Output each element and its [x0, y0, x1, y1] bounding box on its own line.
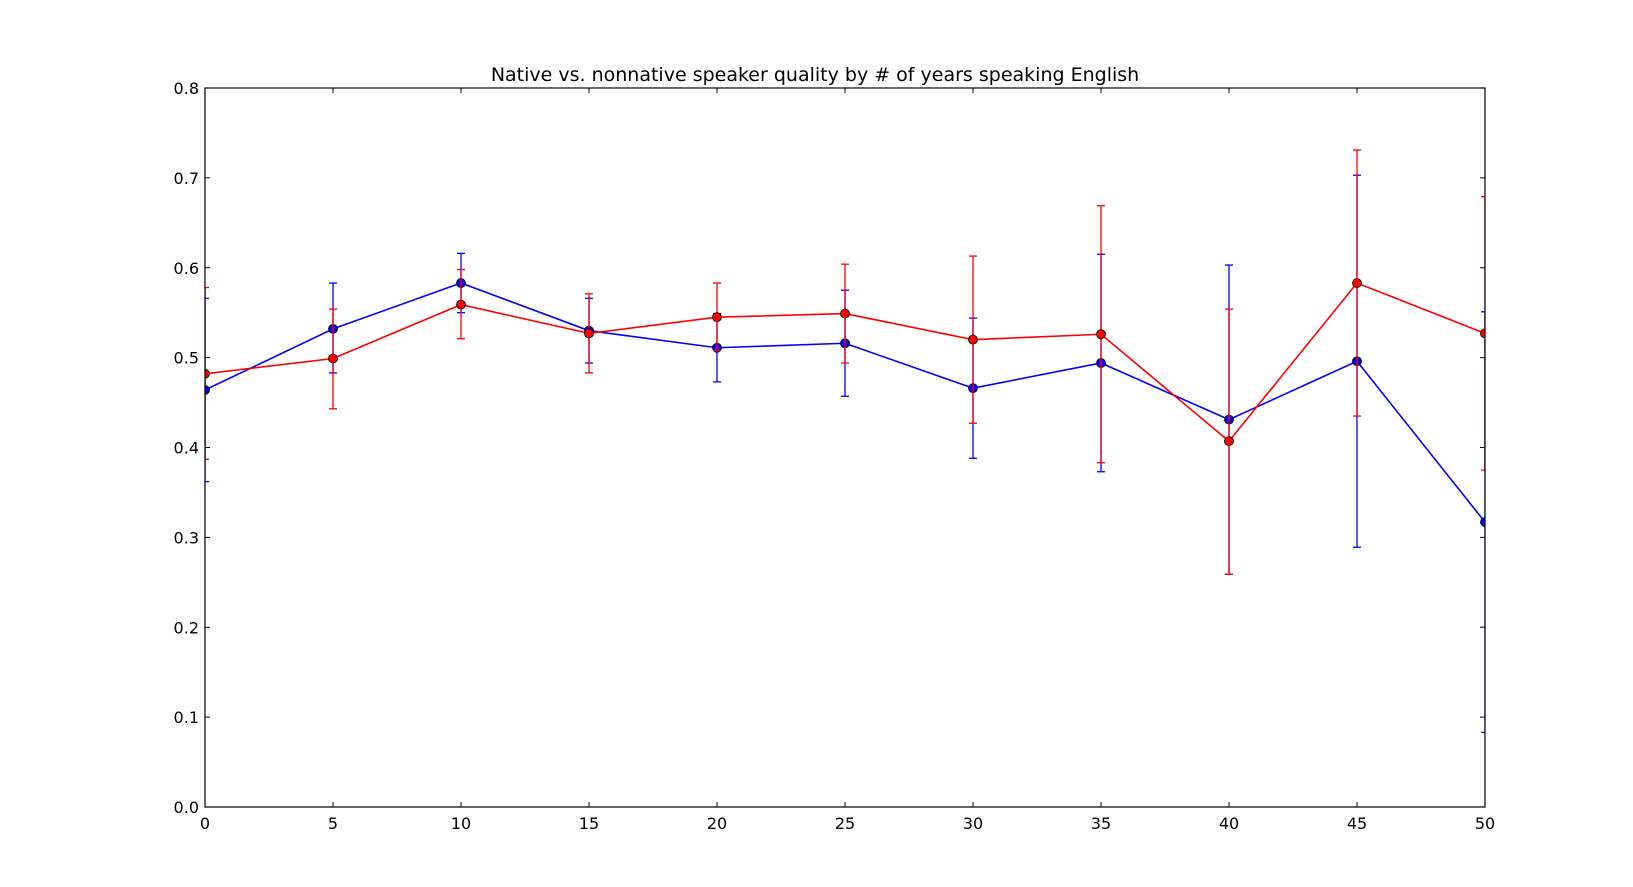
y-tick-label: 0.2 — [174, 618, 199, 637]
data-point — [712, 312, 722, 323]
data-point — [1224, 436, 1234, 447]
data-point — [205, 385, 210, 395]
plot-area: 0 5 10 15 20 25 30 35 40 45 50 0.0 0.1 0.2 0.3 0.4 0.5 0.… — [174, 79, 1496, 833]
x-tick-label: 15 — [579, 814, 599, 833]
data-point — [205, 368, 210, 379]
x-tick-label: 50 — [1475, 814, 1495, 833]
x-tick-label: 30 — [963, 814, 983, 833]
series-group — [205, 149, 1485, 734]
data-point — [328, 353, 338, 364]
x-tick-label: 5 — [328, 814, 338, 833]
x-tick-label: 0 — [200, 814, 210, 833]
data-point — [840, 308, 850, 319]
y-tick-label: 0.8 — [174, 79, 199, 98]
x-tick-label: 20 — [707, 814, 727, 833]
y-tick-label: 0.1 — [174, 708, 199, 727]
x-tick-label: 45 — [1347, 814, 1367, 833]
chart-title: Native vs. nonnative speaker quality by … — [491, 64, 1139, 86]
x-tick-label: 40 — [1219, 814, 1239, 833]
y-tick-label: 0.0 — [174, 798, 199, 817]
data-point — [456, 299, 466, 310]
data-point — [1480, 517, 1485, 527]
y-tick-label: 0.4 — [174, 439, 199, 458]
x-tick-label: 25 — [835, 814, 855, 833]
data-point — [1480, 328, 1485, 339]
data-point — [968, 334, 978, 345]
x-tick-label: 10 — [451, 814, 471, 833]
y-tick-label: 0.5 — [174, 349, 199, 368]
data-point — [1096, 329, 1106, 340]
y-tick-label: 0.6 — [174, 259, 199, 278]
y-tick-label: 0.3 — [174, 528, 199, 547]
y-tick-label: 0.7 — [174, 169, 199, 188]
data-point — [1352, 278, 1362, 288]
x-tick-label: 35 — [1091, 814, 1111, 833]
series-1 — [205, 149, 1485, 575]
data-point — [584, 328, 594, 339]
